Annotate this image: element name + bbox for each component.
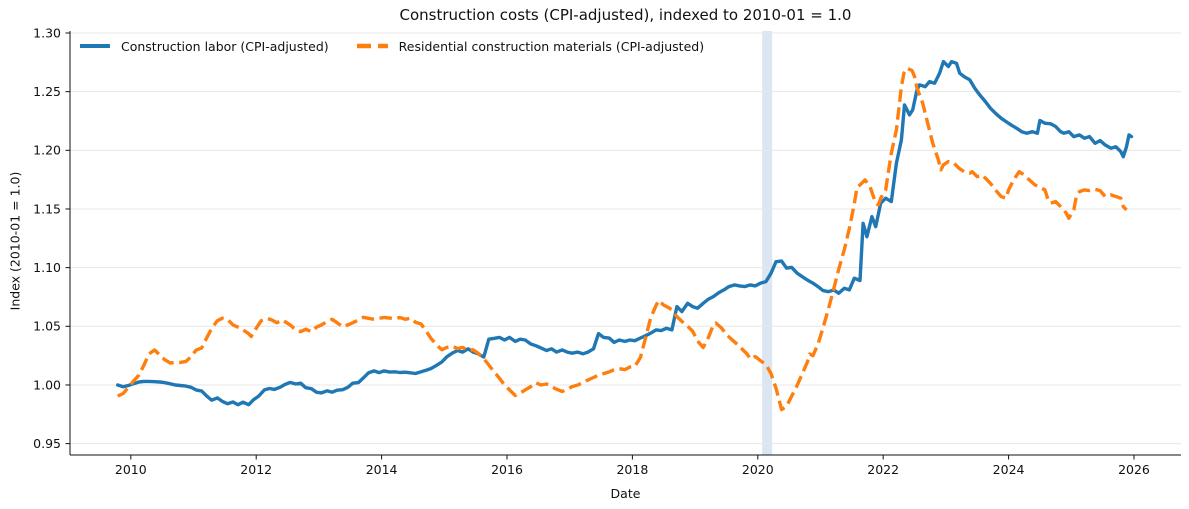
legend-label-labor: Construction labor (CPI-adjusted) <box>121 38 329 54</box>
y-tick-label: 1.00 <box>33 377 61 392</box>
materials-series-line <box>116 66 1128 412</box>
x-tick-label: 2016 <box>491 462 523 477</box>
y-axis-label: Index (2010-01 = 1.0) <box>7 171 23 311</box>
y-tick-label: 1.15 <box>33 201 61 216</box>
y-tick-label: 1.25 <box>33 84 61 99</box>
x-tick-label: 2022 <box>867 462 899 477</box>
legend-item-labor: Construction labor (CPI-adjusted) <box>80 39 329 54</box>
labor-line-swatch-icon <box>80 44 110 48</box>
labor-series-line <box>116 59 1134 407</box>
x-tick-label: 2026 <box>1118 462 1150 477</box>
legend-item-materials: Residential construction materials (CPI-… <box>356 38 705 54</box>
x-tick-label: 2010 <box>115 462 147 477</box>
x-tick-label: 2018 <box>616 462 648 477</box>
x-tick-label: 2014 <box>366 462 398 477</box>
materials-line-swatch-icon <box>356 43 388 49</box>
x-axis-label: Date <box>610 486 641 501</box>
recession-band <box>762 31 773 455</box>
y-tick-label: 1.05 <box>33 319 61 334</box>
y-tick-label: 1.20 <box>33 143 61 158</box>
y-tick-label: 0.95 <box>33 436 61 451</box>
y-tick-label: 1.30 <box>33 25 61 40</box>
legend: Construction labor (CPI-adjusted) Reside… <box>80 38 704 54</box>
x-tick-label: 2020 <box>742 462 774 477</box>
legend-label-materials: Residential construction materials (CPI-… <box>398 38 705 54</box>
chart-title: Construction costs (CPI-adjusted), index… <box>399 6 852 24</box>
x-tick-label: 2012 <box>240 462 272 477</box>
y-tick-label: 1.10 <box>33 260 61 275</box>
x-tick-label: 2024 <box>993 462 1025 477</box>
